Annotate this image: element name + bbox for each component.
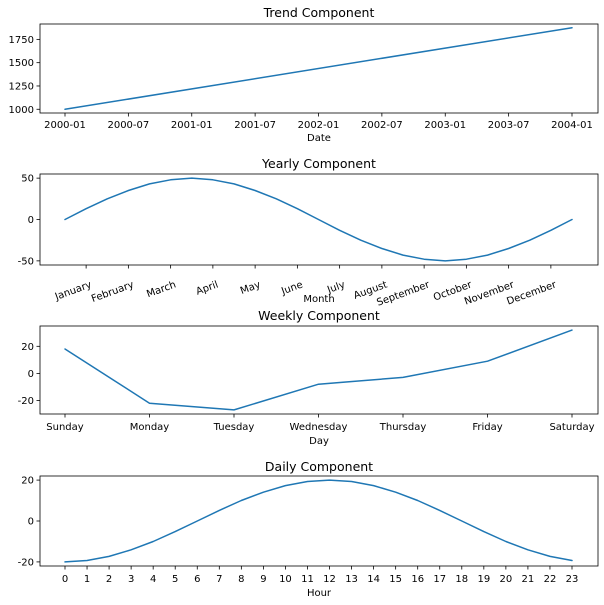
panel-4-x-tick-label: 19	[477, 574, 490, 585]
panel-3-y-tick-label: 0	[28, 369, 34, 380]
panel-2-y-tick-label: -50	[18, 256, 34, 267]
panel-3-x-tick-label: Wednesday	[290, 422, 348, 433]
panel-2-x-tick-label: December	[505, 279, 558, 307]
panel-2-series-line	[64, 177, 573, 262]
panel-1-x-tick-label: 2003-07	[488, 120, 530, 131]
panel-4-x-tick-label: 2	[106, 574, 112, 585]
panel-1-y-tick-label: 1500	[9, 58, 34, 69]
panel-2	[36, 173, 599, 269]
panel-1-x-tick-label: 2002-01	[298, 120, 340, 131]
panel-4-x-tick-label: 8	[238, 574, 244, 585]
panel-2-title: Yearly Component	[261, 156, 376, 171]
panel-3-x-tick-label: Sunday	[46, 422, 83, 433]
panel-3-x-tick-label: Thursday	[379, 422, 427, 433]
panel-1-y-tick-label: 1250	[9, 81, 34, 92]
panel-1-title: Trend Component	[263, 5, 375, 20]
panel-4-x-tick-label: 21	[522, 574, 535, 585]
panel-4-x-tick-label: 6	[194, 574, 200, 585]
panel-4-x-tick-label: 18	[455, 574, 468, 585]
panel-4-x-tick-label: 0	[62, 574, 68, 585]
panel-2-x-tick-label: June	[279, 279, 304, 297]
panel-4-y-tick-label: -20	[18, 557, 34, 568]
panel-4-x-tick-label: 1	[84, 574, 90, 585]
panel-1-axes-frame	[39, 23, 599, 114]
panel-4-x-tick-label: 9	[260, 574, 266, 585]
panel-4	[36, 475, 599, 570]
panel-1-x-tick-label: 2002-07	[361, 120, 403, 131]
panel-3-x-tick-label: Saturday	[549, 422, 594, 433]
panel-2-y-tick-label: 0	[28, 215, 34, 226]
panel-4-y-tick-label: 0	[28, 517, 34, 528]
panel-1-x-axis-label: Date	[307, 133, 331, 144]
panel-3-x-tick-label: Monday	[130, 422, 170, 433]
panel-4-x-tick-label: 11	[301, 574, 314, 585]
panel-3	[36, 325, 599, 418]
panel-2-x-tick-label: January	[53, 279, 93, 303]
panel-4-x-tick-label: 20	[500, 574, 513, 585]
panel-1-x-tick-label: 2001-07	[234, 120, 276, 131]
panel-4-x-tick-label: 13	[345, 574, 358, 585]
panel-3-y-tick-label: -20	[18, 396, 34, 407]
panel-3-x-axis-label: Day	[309, 436, 329, 447]
panel-4-x-tick-label: 12	[323, 574, 336, 585]
panel-3-y-tick-label: 20	[21, 342, 34, 353]
panel-1-y-tick-label: 1750	[9, 35, 34, 46]
panel-3-title: Weekly Component	[258, 308, 380, 323]
panel-1-y-tick-label: 1000	[9, 105, 34, 116]
panel-4-x-tick-label: 4	[150, 574, 156, 585]
panel-2-x-tick-label: February	[90, 279, 135, 305]
panel-4-x-axis-label: Hour	[307, 588, 332, 599]
panel-1-x-tick-label: 2001-01	[171, 120, 213, 131]
panel-4-series-line	[64, 479, 573, 563]
panel-4-x-tick-label: 22	[544, 574, 557, 585]
panel-3-axes-frame	[39, 325, 599, 415]
panel-3-x-tick-label: Friday	[472, 422, 502, 433]
panel-3-x-tick-label: Tuesday	[213, 422, 255, 433]
panel-4-x-tick-label: 16	[411, 574, 424, 585]
panel-4-x-tick-label: 10	[279, 574, 292, 585]
panel-4-x-tick-label: 14	[367, 574, 380, 585]
panel-2-x-tick-label: April	[195, 279, 220, 297]
panel-3-series-line	[64, 329, 573, 411]
panel-2-y-tick-label: 50	[21, 174, 34, 185]
panel-2-x-axis-label: Month	[303, 294, 334, 305]
panel-1-x-tick-label: 2000-07	[107, 120, 149, 131]
panel-1	[36, 23, 599, 117]
panel-4-x-tick-label: 5	[172, 574, 178, 585]
panel-1-series-line	[64, 26, 573, 111]
panel-4-x-tick-label: 17	[433, 574, 446, 585]
panel-4-x-tick-label: 3	[128, 574, 134, 585]
panel-4-title: Daily Component	[265, 459, 373, 474]
panel-1-x-tick-label: 2004-01	[551, 120, 593, 131]
panel-4-x-tick-label: 7	[216, 574, 222, 585]
panel-4-y-tick-label: 20	[21, 476, 34, 487]
panel-2-x-tick-label: May	[239, 279, 262, 296]
panel-4-x-tick-label: 15	[389, 574, 402, 585]
panel-1-x-tick-label: 2003-01	[424, 120, 466, 131]
panel-1-x-tick-label: 2000-01	[44, 120, 86, 131]
panel-4-x-tick-label: 23	[566, 574, 579, 585]
panel-2-x-tick-label: March	[145, 279, 177, 300]
